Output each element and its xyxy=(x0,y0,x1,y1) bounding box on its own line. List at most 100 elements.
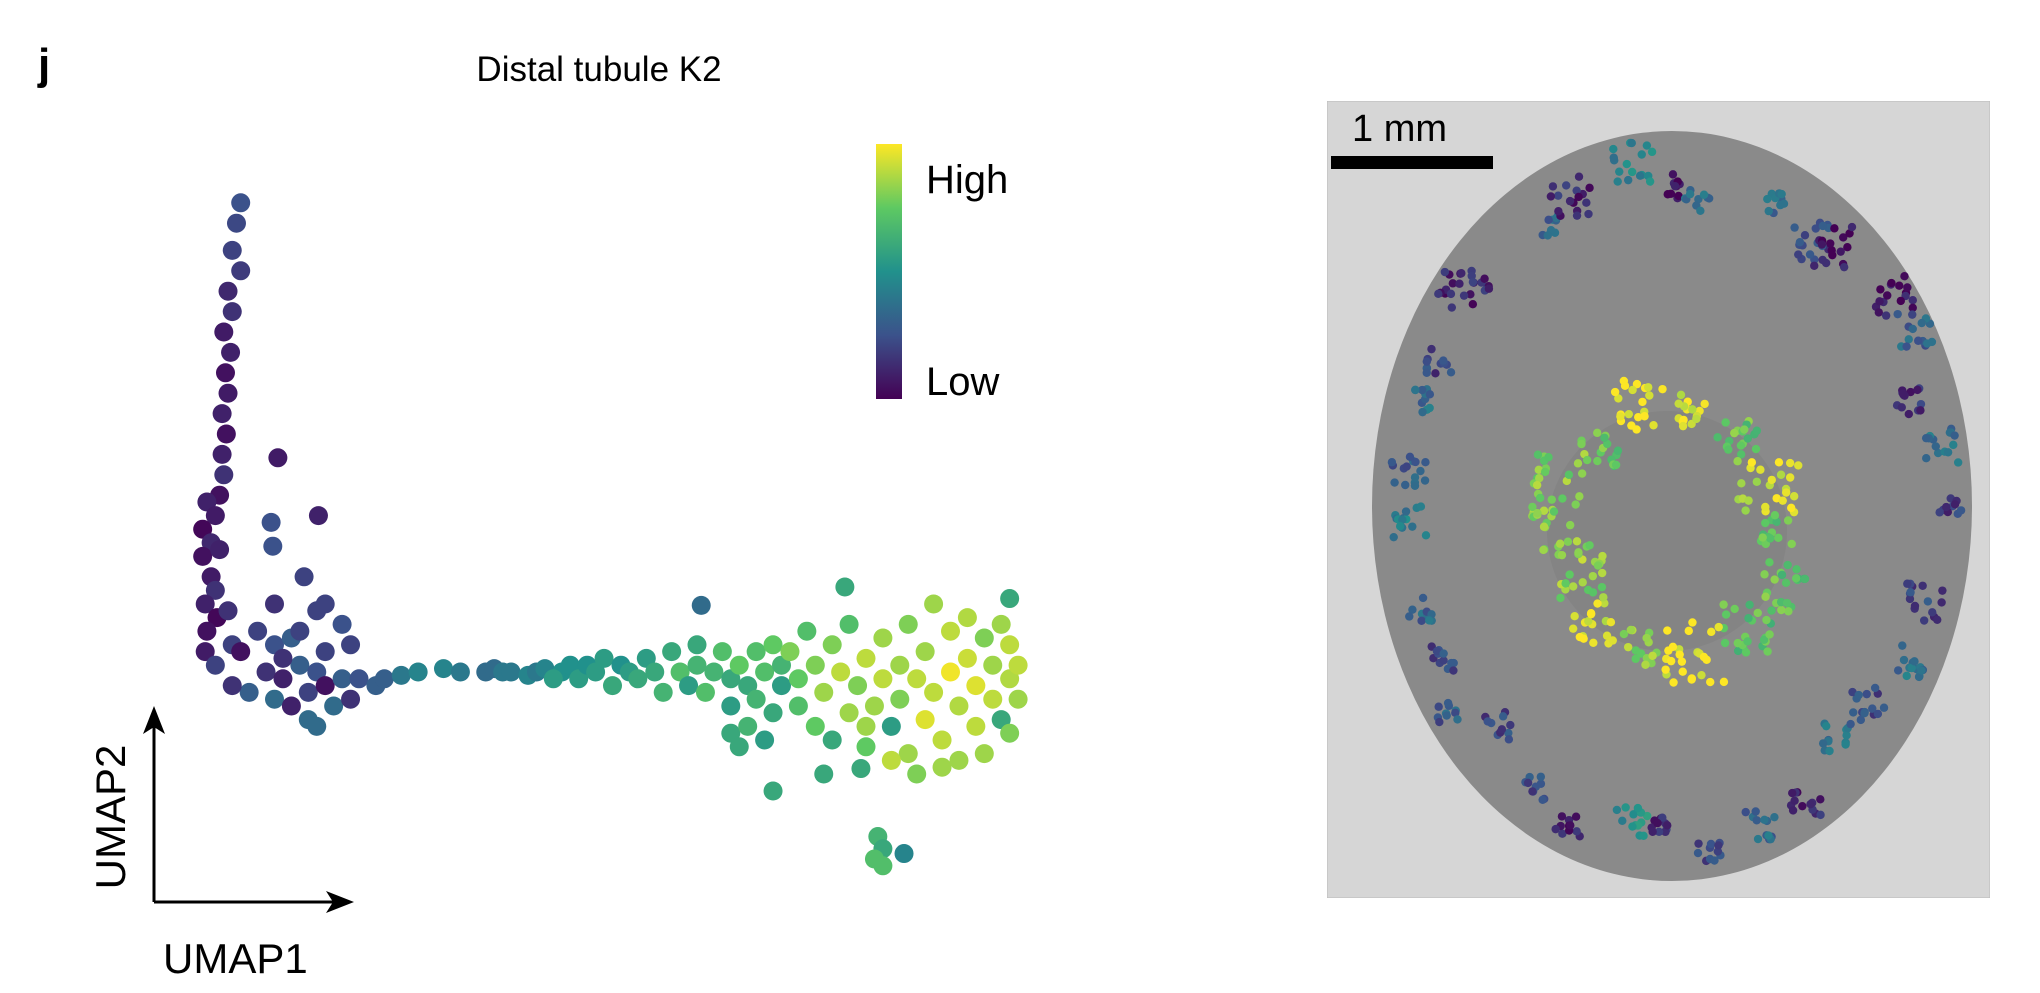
tissue-dot xyxy=(1619,629,1629,639)
tissue-dot xyxy=(1504,735,1514,744)
colorbar-low-label: Low xyxy=(926,360,1000,404)
tissue-dot xyxy=(1860,709,1869,718)
scatter-point xyxy=(763,635,783,655)
scatter-point xyxy=(222,240,242,260)
colorbar-high-label: High xyxy=(926,158,1009,202)
tissue-dot xyxy=(1585,541,1594,550)
tissue-dot xyxy=(1790,796,1799,805)
scatter-point xyxy=(687,635,707,655)
tissue-dot xyxy=(1627,138,1636,148)
tissue-dot xyxy=(1442,711,1451,720)
tissue-dot xyxy=(1741,807,1750,817)
scatter-point xyxy=(957,648,977,668)
tissue-dot xyxy=(1913,385,1922,395)
tissue-dot xyxy=(1535,493,1545,503)
tissue-dot xyxy=(1879,703,1889,712)
tissue-dot xyxy=(1910,657,1919,666)
scatter-point xyxy=(569,669,589,689)
tissue-dot xyxy=(1688,618,1697,627)
scatter-point xyxy=(763,703,783,723)
tissue-dot xyxy=(1586,609,1596,619)
scale-bar xyxy=(1331,156,1493,169)
tissue-dot xyxy=(1421,457,1430,467)
tissue-dot xyxy=(1606,617,1616,627)
tissue-dot xyxy=(1628,385,1637,395)
tissue-dot xyxy=(1758,533,1767,542)
tissue-dot xyxy=(1917,318,1926,328)
tissue-dot xyxy=(1446,368,1456,377)
scatter-point xyxy=(1008,655,1028,675)
tissue-dot xyxy=(1533,509,1542,518)
tissue-dot xyxy=(1777,570,1787,580)
tissue-dot xyxy=(1538,795,1547,805)
scatter-point xyxy=(214,465,234,485)
tissue-dot xyxy=(1818,221,1828,231)
tissue-dot xyxy=(1585,183,1594,193)
scatter-point xyxy=(210,540,230,560)
scatter-point xyxy=(738,716,758,736)
tissue-dot xyxy=(1928,608,1937,617)
scatter-point xyxy=(332,669,352,689)
tissue-dot xyxy=(1770,575,1779,584)
tissue-dot xyxy=(1434,702,1443,711)
scatter-point xyxy=(932,730,952,750)
tissue-dot xyxy=(1845,229,1854,238)
tissue-dot xyxy=(1645,177,1655,186)
tissue-dot xyxy=(1822,721,1831,731)
scatter-point xyxy=(268,448,288,468)
tissue-dot xyxy=(1457,269,1466,278)
tissue-dot xyxy=(1504,728,1513,738)
scatter-point xyxy=(501,662,521,682)
tissue-dot xyxy=(1593,599,1602,608)
tissue-dot xyxy=(1459,291,1469,300)
tissue-dot xyxy=(1950,500,1960,509)
scatter-point xyxy=(231,642,251,662)
scatter-point xyxy=(856,716,876,736)
tissue-dot xyxy=(1854,690,1863,700)
tissue-dot xyxy=(1589,638,1598,648)
tissue-dot xyxy=(1873,709,1883,719)
tissue-dot xyxy=(1422,368,1431,377)
tissue-dot xyxy=(1634,412,1643,422)
tissue-dot xyxy=(1713,433,1722,442)
scatter-point xyxy=(645,662,665,682)
tissue-dot xyxy=(1942,502,1951,512)
tissue-dot xyxy=(1688,405,1697,414)
tissue-dot xyxy=(1933,448,1943,458)
tissue-dot xyxy=(1578,578,1587,587)
scatter-point xyxy=(721,723,741,743)
tissue-dot xyxy=(1816,795,1825,804)
scatter-point xyxy=(966,676,986,696)
tissue-dot xyxy=(1779,199,1789,208)
tissue-dot xyxy=(1663,626,1672,635)
tissue-dot xyxy=(1904,409,1914,419)
scatter-point xyxy=(746,689,766,709)
tissue-dot xyxy=(1875,297,1884,306)
tissue-dot xyxy=(1483,717,1492,726)
scatter-point xyxy=(822,635,842,655)
tissue-dot xyxy=(1398,515,1407,525)
tissue-dot xyxy=(1684,626,1693,636)
tissue-dot xyxy=(1544,453,1553,462)
tissue-dot xyxy=(1685,189,1695,199)
tissue-dot xyxy=(1914,672,1924,682)
tissue-dot xyxy=(1949,440,1958,450)
tissue-dot xyxy=(1759,635,1769,645)
tissue-dot xyxy=(1645,391,1654,400)
tissue-dot xyxy=(1800,231,1810,240)
tissue-dot xyxy=(1783,560,1792,570)
tissue-dot xyxy=(1816,810,1825,820)
tissue-dot xyxy=(1794,250,1803,259)
tissue-dot xyxy=(1903,283,1912,292)
tissue-dot xyxy=(1904,335,1913,344)
tissue-dot xyxy=(1902,671,1911,681)
tissue-dot xyxy=(1763,194,1772,204)
tissue-dot xyxy=(1874,308,1884,317)
tissue-dot xyxy=(1435,717,1444,727)
tissue-dot xyxy=(1584,616,1593,626)
scatter-point xyxy=(738,676,758,696)
scatter-point xyxy=(755,730,775,750)
tissue-dot xyxy=(1632,379,1642,389)
tissue-dot xyxy=(1556,593,1565,603)
scatter-point xyxy=(594,648,614,668)
